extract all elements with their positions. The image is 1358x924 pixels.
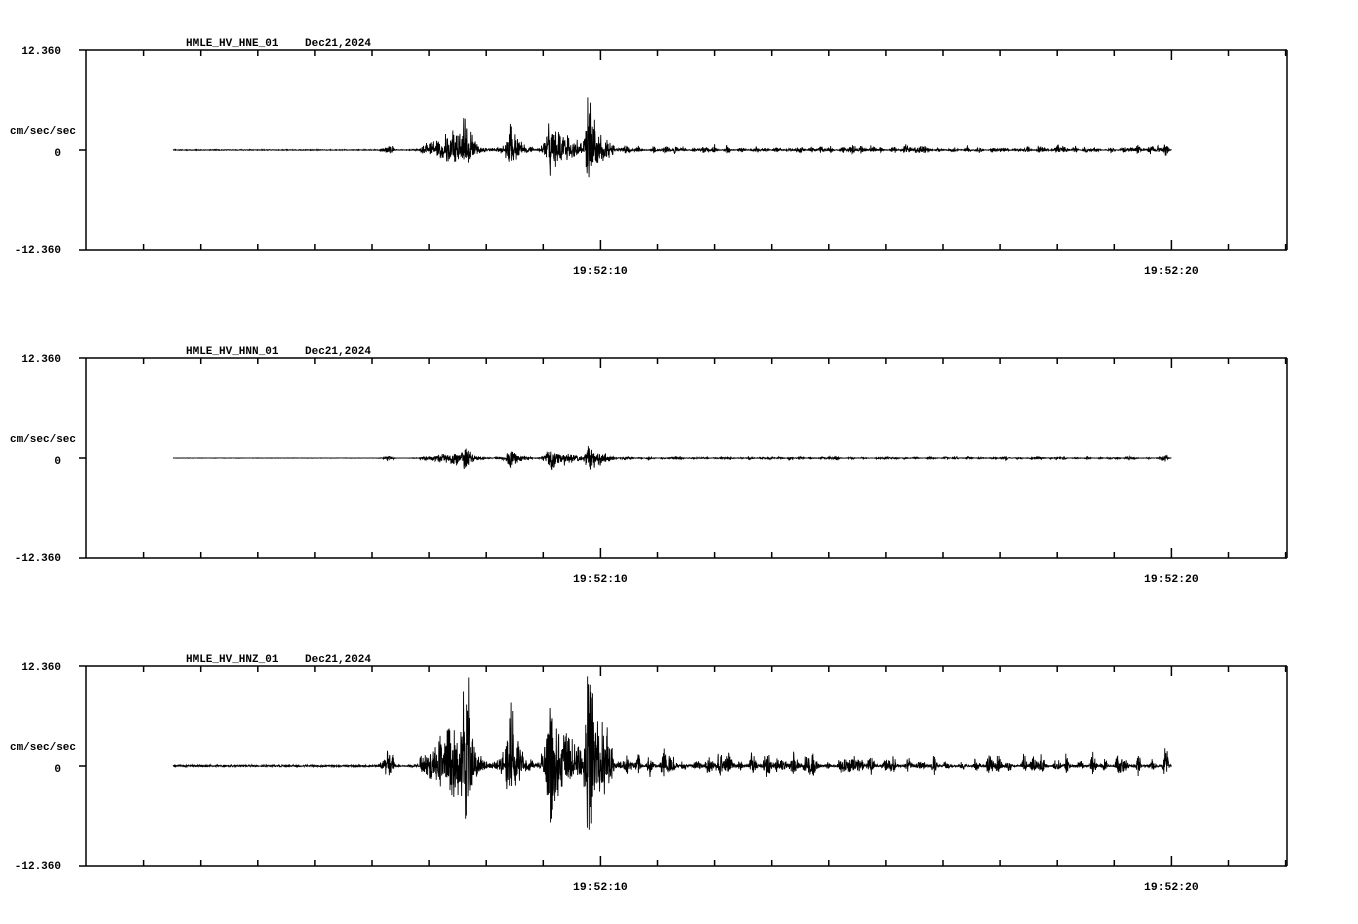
svg-text:0: 0 <box>54 456 61 468</box>
svg-text:12.360: 12.360 <box>21 662 61 674</box>
svg-text:-12.360: -12.360 <box>15 553 61 565</box>
svg-text:12.360: 12.360 <box>21 46 61 58</box>
svg-text:-12.360: -12.360 <box>15 861 61 873</box>
svg-text:Dec21,2024: Dec21,2024 <box>305 38 371 50</box>
svg-text:cm/sec/sec: cm/sec/sec <box>10 434 76 446</box>
svg-text:19:52:10: 19:52:10 <box>573 266 628 278</box>
svg-text:19:52:10: 19:52:10 <box>573 574 628 586</box>
svg-text:19:52:10: 19:52:10 <box>573 882 628 894</box>
svg-text:Dec21,2024: Dec21,2024 <box>305 346 371 358</box>
svg-text:Dec21,2024: Dec21,2024 <box>305 654 371 666</box>
svg-text:HMLE_HV_HNE_01: HMLE_HV_HNE_01 <box>186 38 279 50</box>
svg-text:0: 0 <box>54 764 61 776</box>
svg-text:HMLE_HV_HNZ_01: HMLE_HV_HNZ_01 <box>186 654 279 666</box>
svg-text:0: 0 <box>54 148 61 160</box>
svg-text:12.360: 12.360 <box>21 354 61 366</box>
svg-text:-12.360: -12.360 <box>15 245 61 257</box>
svg-text:19:52:20: 19:52:20 <box>1144 882 1199 894</box>
svg-text:19:52:20: 19:52:20 <box>1144 574 1199 586</box>
svg-text:cm/sec/sec: cm/sec/sec <box>10 742 76 754</box>
svg-text:cm/sec/sec: cm/sec/sec <box>10 126 76 138</box>
svg-text:19:52:20: 19:52:20 <box>1144 266 1199 278</box>
svg-text:HMLE_HV_HNN_01: HMLE_HV_HNN_01 <box>186 346 279 358</box>
